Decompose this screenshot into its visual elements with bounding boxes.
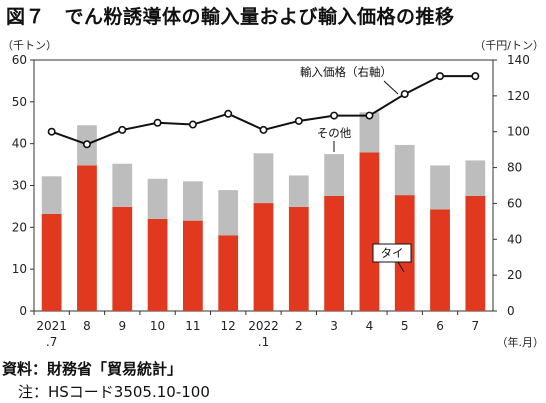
- other-series-label: その他: [317, 126, 352, 140]
- bar-other: [112, 163, 133, 207]
- thai-series-label: タイ: [381, 246, 404, 260]
- bar-other: [394, 144, 415, 196]
- chart-title: 図７ でん粉誘導体の輸入量および輸入価格の推移: [6, 6, 455, 28]
- price-point: [82, 140, 91, 149]
- left-axis-tick-label: 10: [12, 262, 27, 276]
- bar-thai: [288, 206, 309, 311]
- left-axis-tick-label: 0: [19, 304, 27, 318]
- bar-thai: [41, 213, 62, 311]
- price-point: [471, 72, 480, 81]
- footnote: 注：HSコード3505.10-100: [18, 383, 210, 401]
- bar-other: [253, 153, 274, 204]
- bar-other: [465, 160, 486, 196]
- bar-other: [41, 176, 62, 214]
- thai-label-leader: [397, 261, 405, 273]
- left-axis-tick-label: 60: [12, 53, 27, 67]
- bar-other: [288, 175, 309, 207]
- x-axis-tick-label: 7: [472, 319, 480, 333]
- source-note: 資料：財務省「貿易統計」: [2, 360, 183, 378]
- left-axis-tick-label: 50: [12, 95, 27, 109]
- x-axis-tick-label: 2021: [36, 319, 67, 333]
- bar-other: [147, 178, 168, 219]
- x-axis-tick-label: 5: [401, 319, 409, 333]
- price-point: [294, 116, 303, 125]
- price-point: [224, 109, 233, 118]
- x-axis-unit-label: （年.月）: [497, 335, 545, 349]
- bar-other: [182, 181, 203, 221]
- price-line: [51, 75, 476, 146]
- right-axis-unit-label: （千円/トン）: [474, 39, 544, 52]
- x-axis-tick-label: 6: [436, 319, 444, 333]
- bar-thai: [430, 209, 450, 311]
- price-point: [188, 120, 197, 129]
- price-point: [330, 111, 339, 120]
- price-point: [400, 90, 409, 99]
- right-axis-tick-label: 60: [507, 196, 522, 210]
- thai-label-box: [372, 243, 412, 263]
- right-axis-tick-label: 0: [507, 304, 515, 318]
- x-axis-tick-label: 4: [366, 319, 374, 333]
- bar-other: [218, 190, 239, 236]
- right-axis-tick-label: 40: [507, 232, 522, 246]
- left-axis-unit-label: （千トン）: [2, 39, 57, 52]
- bar-thai: [218, 235, 239, 311]
- right-axis-tick-label: 80: [507, 161, 522, 175]
- price-label-leader: [383, 80, 399, 95]
- x-axis-tick-sublabel: .1: [258, 335, 269, 349]
- bar-thai: [253, 203, 274, 311]
- left-axis-tick-label: 20: [12, 220, 27, 234]
- x-axis-tick-label: 10: [150, 319, 165, 333]
- price-point: [118, 125, 127, 134]
- x-axis-tick-label: 8: [83, 319, 91, 333]
- bar-thai: [147, 218, 168, 311]
- bar-other: [324, 154, 345, 196]
- right-axis-tick-label: 140: [507, 53, 530, 67]
- bar-thai: [359, 152, 380, 311]
- right-axis-tick-label: 20: [507, 268, 522, 282]
- price-point: [153, 118, 162, 127]
- bar-thai: [112, 206, 133, 311]
- price-point: [436, 72, 445, 81]
- bar-thai: [465, 195, 486, 311]
- price-point: [259, 125, 268, 134]
- x-axis-tick-label: 12: [221, 319, 236, 333]
- price-point: [365, 111, 374, 120]
- left-axis-tick-label: 30: [12, 179, 27, 193]
- x-axis-tick-label: 2022: [248, 319, 279, 333]
- left-axis-tick-label: 40: [12, 137, 27, 151]
- bar-other: [359, 112, 380, 153]
- right-axis-tick-label: 120: [507, 89, 530, 103]
- bar-thai: [182, 220, 203, 311]
- x-axis-tick-label: 2: [295, 319, 303, 333]
- bar-other: [430, 165, 450, 210]
- x-axis-tick-label: 3: [330, 319, 338, 333]
- x-axis-tick-label: 9: [118, 319, 126, 333]
- bar-thai: [77, 165, 97, 311]
- bar-thai: [324, 195, 345, 311]
- price-point: [47, 127, 56, 136]
- x-axis-tick-label: 11: [185, 319, 200, 333]
- price-series-label: 輸入価格（右軸）: [300, 65, 392, 79]
- right-axis-tick-label: 100: [507, 125, 530, 139]
- x-axis-tick-sublabel: .7: [46, 335, 57, 349]
